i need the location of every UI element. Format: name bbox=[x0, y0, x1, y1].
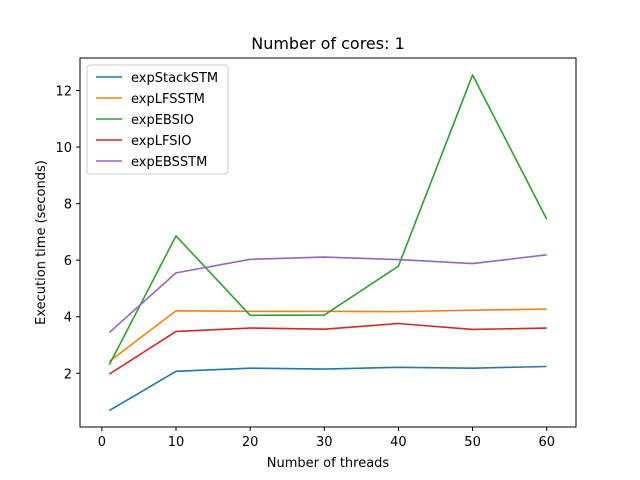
series-line-expStackSTM bbox=[108, 365, 547, 412]
x-tick-label: 10 bbox=[168, 435, 185, 450]
y-tick-label: 12 bbox=[55, 85, 72, 100]
x-tick-label: 50 bbox=[464, 435, 481, 450]
legend-label: expLFSSTM bbox=[131, 92, 205, 107]
series-line-expLFSSTM bbox=[108, 308, 547, 363]
series-lines bbox=[108, 74, 548, 412]
plot-frame bbox=[79, 57, 577, 428]
x-tick-label: 30 bbox=[316, 435, 333, 450]
legend-label: expEBSSTM bbox=[131, 155, 207, 170]
y-tick-label: 4 bbox=[64, 311, 72, 326]
series-line-expEBSSTM bbox=[108, 254, 547, 334]
x-axis-label: Number of threads bbox=[267, 456, 390, 471]
y-tick-label: 8 bbox=[64, 198, 72, 213]
legend-label: expLFSIO bbox=[131, 134, 192, 149]
x-tick-label: 20 bbox=[242, 435, 259, 450]
x-tick-label: 0 bbox=[98, 435, 106, 450]
series-line-expEBSIO bbox=[108, 74, 548, 366]
x-tick-label: 60 bbox=[538, 435, 555, 450]
y-axis-ticks: 2 4 6 8 10 12 bbox=[55, 85, 80, 382]
y-tick-label: 6 bbox=[64, 254, 72, 269]
legend-label: expEBSIO bbox=[131, 113, 194, 128]
y-tick-label: 2 bbox=[64, 367, 72, 382]
y-axis-label: Execution time (seconds) bbox=[34, 160, 49, 325]
legend-label: expStackSTM bbox=[131, 71, 218, 86]
legend: expStackSTM expLFSSTM expEBSIO expLFSIO expE… bbox=[86, 64, 229, 175]
x-axis-ticks: 0 10 20 30 40 50 60 bbox=[98, 427, 555, 450]
chart-title: Number of cores: 1 bbox=[251, 34, 405, 53]
series-line-expLFSIO bbox=[108, 322, 547, 375]
x-tick-label: 40 bbox=[390, 435, 407, 450]
legend-box bbox=[86, 64, 229, 175]
y-tick-label: 10 bbox=[55, 141, 72, 156]
